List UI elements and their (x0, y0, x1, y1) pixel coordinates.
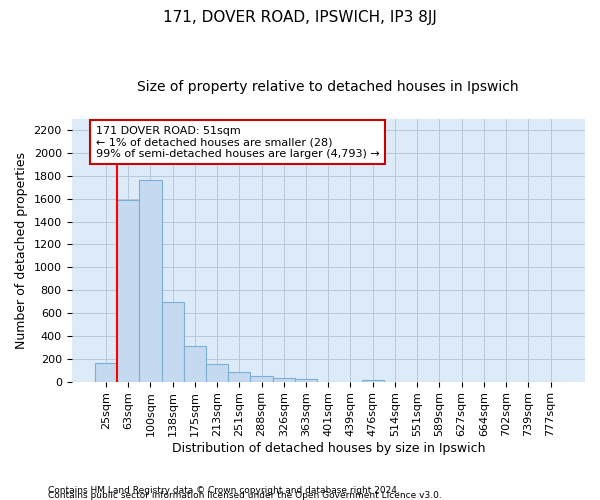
Bar (117, 200, 139, 382)
Bar (161, 302, 184, 382)
Bar (206, 364, 228, 382)
Title: Size of property relative to detached houses in Ipswich: Size of property relative to detached ho… (137, 80, 519, 94)
X-axis label: Distribution of detached houses by size in Ipswich: Distribution of detached houses by size … (172, 442, 485, 455)
Bar (272, 378, 295, 382)
Bar (139, 180, 161, 382)
Bar (228, 372, 250, 382)
Y-axis label: Number of detached properties: Number of detached properties (15, 152, 28, 348)
Bar (250, 376, 272, 382)
Bar (362, 380, 384, 382)
Bar (95, 364, 117, 382)
Text: Contains public sector information licensed under the Open Government Licence v3: Contains public sector information licen… (48, 491, 442, 500)
Text: Contains HM Land Registry data © Crown copyright and database right 2024.: Contains HM Land Registry data © Crown c… (48, 486, 400, 495)
Bar (184, 346, 206, 382)
Text: 171, DOVER ROAD, IPSWICH, IP3 8JJ: 171, DOVER ROAD, IPSWICH, IP3 8JJ (163, 10, 437, 25)
Text: 171 DOVER ROAD: 51sqm
← 1% of detached houses are smaller (28)
99% of semi-detac: 171 DOVER ROAD: 51sqm ← 1% of detached h… (96, 126, 380, 159)
Bar (295, 380, 317, 382)
